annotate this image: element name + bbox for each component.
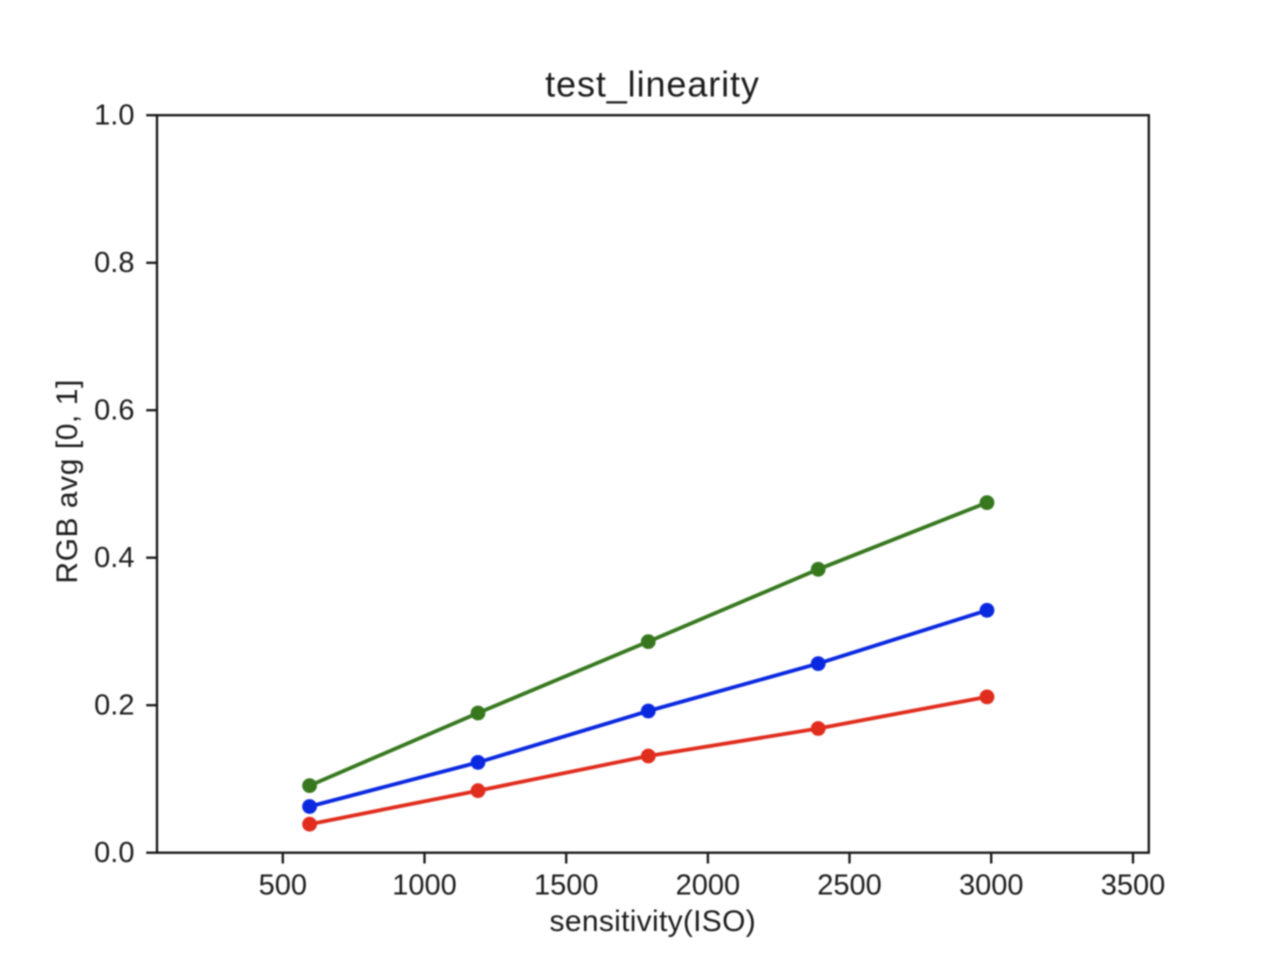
svg-text:1500: 1500 (534, 870, 599, 902)
svg-text:2000: 2000 (676, 870, 741, 902)
svg-text:3500: 3500 (1101, 870, 1166, 902)
svg-text:sensitivity(ISO): sensitivity(ISO) (550, 905, 757, 938)
svg-text:0.2: 0.2 (94, 689, 134, 721)
svg-text:2500: 2500 (817, 870, 882, 902)
svg-text:RGB avg [0, 1]: RGB avg [0, 1] (51, 379, 84, 583)
svg-text:test_linearity: test_linearity (545, 63, 760, 104)
svg-text:0.0: 0.0 (94, 837, 134, 869)
svg-text:0.4: 0.4 (94, 542, 134, 574)
svg-text:3000: 3000 (959, 870, 1024, 902)
svg-text:500: 500 (259, 870, 307, 902)
svg-text:0.6: 0.6 (94, 394, 134, 426)
svg-text:0.8: 0.8 (94, 247, 134, 279)
svg-text:1.0: 1.0 (94, 99, 134, 131)
svg-text:1000: 1000 (392, 870, 457, 902)
